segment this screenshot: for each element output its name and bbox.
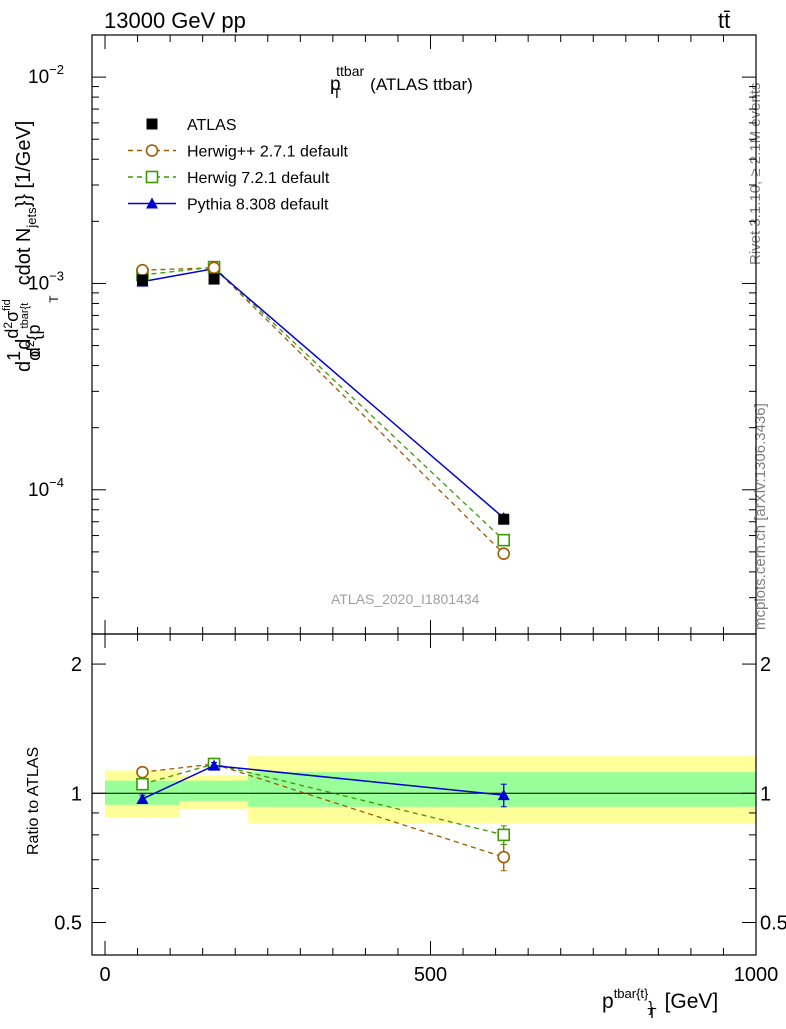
main-ytick-exp: −3: [49, 268, 64, 283]
plot-title-sub: T: [333, 85, 342, 101]
source-label: mcplots.cern.ch [arXiv:1306.3436]: [752, 403, 769, 630]
main-ytick-exp: −2: [49, 62, 64, 77]
ylabel-d1: d: [13, 361, 35, 372]
main-ytick-exp: −4: [49, 475, 64, 490]
main-point-herwig: [136, 263, 149, 277]
legend: ATLAS Herwig++ 2.7.1 default Herwig 7.2.1 …: [128, 117, 349, 214]
main-ytick-label: 10−4: [28, 475, 64, 501]
main-series-line-1: [142, 267, 505, 555]
xlabel-main: p: [602, 990, 614, 1013]
ylabel-fid: fid: [1, 299, 13, 311]
ylabel-sigma-fid: σ: [2, 311, 22, 322]
ratio-point: [136, 777, 149, 791]
legend-label-2: Herwig 7.2.1 default: [187, 170, 330, 187]
plot-title: pTttbar (ATLAS ttbar): [330, 63, 473, 101]
main-series-layer: [136, 260, 511, 561]
legend-label-0: ATLAS: [187, 117, 237, 134]
plot-title-tail: (ATLAS ttbar): [370, 75, 473, 94]
ratio-xtick-label: 1000: [734, 964, 779, 986]
ylabel-sigma: σ: [24, 350, 44, 361]
ylabel-frac2-num: d: [2, 329, 22, 339]
ratio-series-layer: [136, 757, 511, 872]
legend-marker-2: [145, 170, 159, 184]
ratio-point: [136, 765, 149, 779]
ratio-ytick-label-right: 1: [760, 783, 771, 805]
ylabel-tsub: T: [47, 295, 61, 303]
ratio-y-axis-label: Ratio to ATLAS: [25, 747, 42, 855]
main-ytick-label: 10−2: [28, 62, 64, 88]
main-point-herwig: [207, 261, 221, 275]
main-point-atlas: [208, 273, 220, 285]
ylabel-frac1: 1: [4, 351, 24, 361]
legend-label-1: Herwig++ 2.7.1 default: [187, 144, 349, 161]
main-point-herwig: [497, 547, 511, 561]
main-series-line-3: [142, 267, 505, 519]
ratio-ytick-label-right: 2: [760, 654, 771, 676]
main-point-atlas: [498, 513, 510, 525]
main-ytick-base: 10: [28, 480, 49, 501]
ratio-ytick-label: 0.5: [54, 912, 82, 934]
ratio-point: [208, 759, 221, 771]
x-axis-label: ptbar{t}}T [GeV]: [602, 986, 718, 1022]
main-ytick-base: 10: [28, 67, 49, 88]
plot-title-sup: ttbar: [336, 63, 364, 79]
xlabel-sup: tbar{t}: [614, 986, 649, 1001]
ratio-point: [497, 850, 511, 864]
ylabel-den-sup: 2: [23, 340, 37, 347]
ylabel-units: }} [1/GeV]: [13, 121, 35, 208]
xlabel-brace: }: [648, 999, 653, 1016]
energy-label: 13000 GeV pp: [104, 8, 246, 33]
ylabel-frac2-sup: 2: [1, 322, 15, 329]
main-ytick-label: 10−3: [28, 268, 64, 294]
xlabel-units: [GeV]: [665, 990, 719, 1013]
ratio-ytick-label: 1: [71, 783, 82, 805]
ratio-band-inner-1: [179, 780, 249, 801]
ylabel-brace: {p: [24, 324, 44, 340]
main-series-line-2: [142, 266, 505, 541]
main-ytick-base: 10: [28, 273, 49, 294]
ylabel-tbar: tbar{t: [19, 303, 31, 329]
legend-marker-1: [145, 144, 159, 157]
main-y-axis-label: d1σdd2σfidd2{ptbar{tTcdot Njets}} [1/GeV…: [1, 121, 61, 372]
xlabel-sub: T: [647, 1005, 656, 1022]
legend-marker-3: [146, 197, 158, 209]
ratio-ytick-label-right: 0.5: [760, 912, 786, 934]
ylabel-rest: cdot N: [13, 228, 35, 286]
legend-marker-0: [146, 118, 158, 130]
ratio-point: [136, 792, 149, 804]
ylabel-den: d: [24, 347, 44, 357]
process-label: tt̄: [718, 8, 730, 33]
ratio-xtick-label: 0: [99, 964, 110, 986]
ratio-xtick-label: 500: [414, 964, 447, 986]
legend-label-3: Pythia 8.308 default: [187, 197, 329, 214]
main-point-herwig: [497, 533, 511, 547]
main-point-atlas: [136, 274, 148, 286]
ratio-ytick-label: 2: [71, 654, 82, 676]
ylabel-d2: d: [13, 339, 35, 350]
ratio-frame: [91, 633, 757, 956]
plot-title-main: p: [330, 74, 341, 95]
analysis-watermark: ATLAS_2020_I1801434: [331, 591, 480, 607]
ratio-point: [497, 789, 510, 801]
ylabel-jets: jets: [24, 207, 39, 229]
ratio-point: [497, 828, 511, 842]
